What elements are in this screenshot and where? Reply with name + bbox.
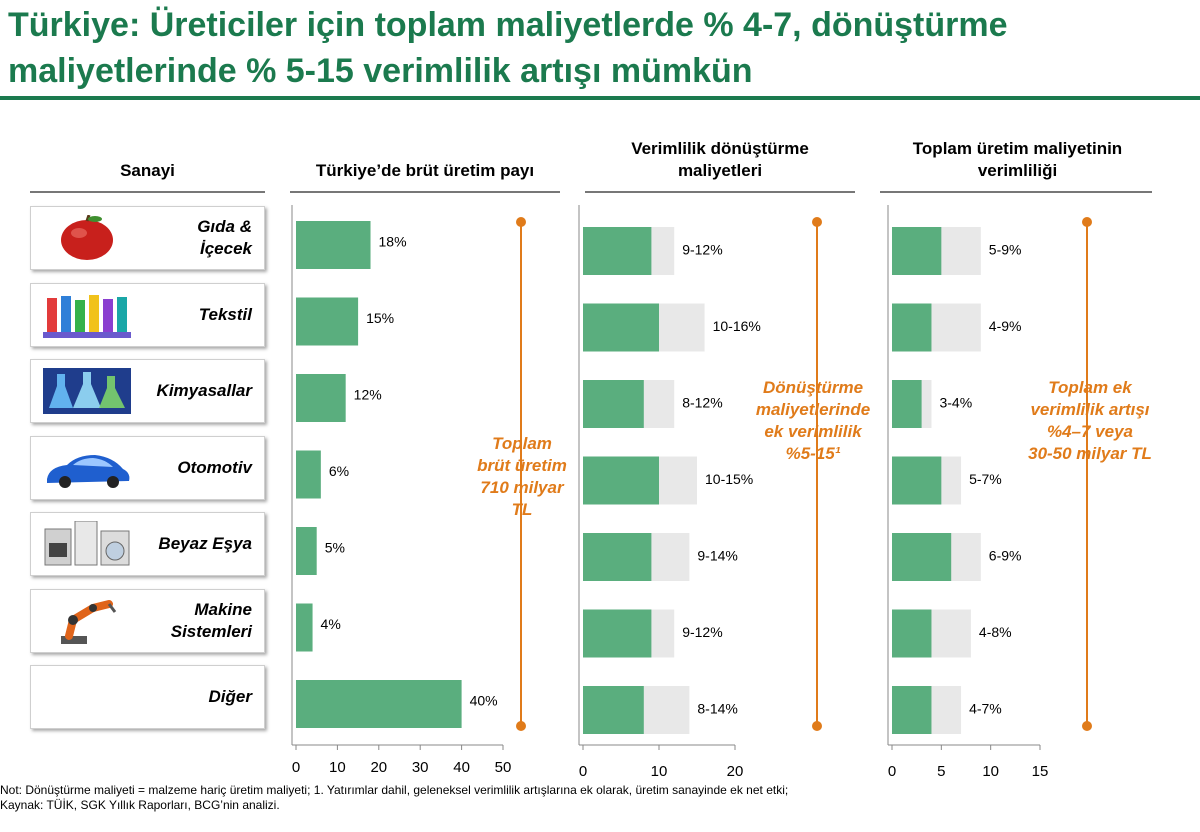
title-divider [0, 96, 1200, 100]
industry-label: Makine Sistemleri [170, 599, 252, 641]
bar [583, 609, 652, 658]
bar-value-label: 4-7% [969, 701, 1002, 717]
bar [892, 609, 932, 658]
bar [583, 380, 644, 428]
industry-label: Otomotiv [177, 457, 252, 477]
apple-icon [61, 215, 113, 260]
bar [583, 533, 652, 581]
x-tick-label: 40 [453, 759, 470, 776]
page-title: Türkiye: Üreticiler için toplam maliyetl… [8, 6, 1008, 90]
header-total: Toplam üretim maliyetinin verimliliği [912, 139, 1123, 180]
bar-value-label: 3-4% [939, 395, 972, 411]
bracket-total-gross-dot-top [516, 217, 526, 227]
header-total-rule [880, 191, 1152, 193]
industry-row: Kimyasallar [30, 359, 265, 423]
x-tick-label: 10 [651, 763, 668, 780]
bar-value-label: 18% [379, 234, 407, 250]
car-icon [47, 454, 130, 488]
bar-value-label: 5% [325, 540, 345, 556]
industry-label: Diğer [208, 687, 252, 706]
x-tick-label: 0 [579, 763, 587, 780]
industry-row: Gıda & İçecek [30, 206, 265, 270]
industry-label: Gıda & İçecek [197, 217, 252, 258]
bar [296, 297, 359, 346]
bar [296, 603, 313, 652]
bracket-total-efficiency-dot-bottom [1082, 721, 1092, 731]
x-tick-label: 0 [292, 759, 300, 776]
bar-value-label: 6% [329, 463, 349, 479]
bracket-total-efficiency-dot-top [1082, 217, 1092, 227]
industry-row: Makine Sistemleri [30, 588, 265, 653]
bar-value-label: 9-12% [682, 242, 722, 258]
bar-value-label: 15% [366, 310, 394, 326]
bar-value-label: 9-14% [697, 548, 737, 564]
bar-value-label: 10-15% [705, 471, 753, 487]
bar-value-label: 9-12% [682, 624, 722, 640]
header-industry: Sanayi [120, 161, 175, 180]
bar [296, 221, 371, 269]
appliances-icon [44, 521, 130, 566]
bar [583, 686, 644, 734]
bar [296, 680, 462, 728]
x-tick-label: 5 [937, 763, 945, 780]
header-conversion: Verimlilik dönüştürme maliyetleri [631, 139, 809, 180]
industry-label: Tekstil [198, 304, 252, 324]
bar [296, 374, 346, 422]
annotation-total-efficiency: Toplam ek verimlilik artışı %4–7 veya 30… [1028, 378, 1152, 463]
bracket-conversion-dot-top [812, 217, 822, 227]
bar-value-label: 40% [470, 693, 498, 709]
annotation-conversion: Dönüştürme maliyetlerinde ek verimlilik … [755, 378, 871, 463]
bar-value-label: 12% [354, 387, 382, 403]
industry-row: Tekstil [30, 282, 265, 347]
bar-value-label: 4-9% [989, 318, 1022, 334]
industry-row: Beyaz Eşya [30, 512, 265, 576]
header-industry-rule [30, 191, 265, 193]
header-conversion-rule [585, 191, 855, 193]
bar [892, 456, 942, 505]
bar [296, 450, 321, 499]
bar [583, 456, 659, 505]
bar-value-label: 8-12% [682, 395, 722, 411]
bar [296, 527, 317, 575]
industry-row: Diğer [30, 665, 265, 729]
robot-arm-icon [61, 599, 117, 644]
bar-value-label: 4% [321, 616, 341, 632]
bar [892, 380, 922, 428]
x-tick-label: 10 [329, 759, 346, 776]
x-tick-label: 20 [727, 763, 744, 780]
source-note: Kaynak: TÜİK, SGK Yıllık Raporları, BCG’… [0, 798, 280, 812]
bar [892, 303, 932, 352]
bar [892, 533, 952, 581]
industry-label: Kimyasallar [156, 381, 252, 400]
bar-value-label: 6-9% [989, 548, 1022, 564]
yarn-spools-icon [43, 294, 131, 338]
bar [583, 303, 659, 352]
bar [892, 686, 932, 734]
header-share-rule [290, 191, 560, 193]
bracket-total-gross-dot-bottom [516, 721, 526, 731]
x-tick-label: 50 [495, 759, 512, 776]
x-tick-label: 30 [412, 759, 429, 776]
bar-value-label: 5-9% [989, 242, 1022, 258]
bracket-conversion-dot-bottom [812, 721, 822, 731]
x-tick-label: 0 [888, 763, 896, 780]
industry-row: Otomotiv [30, 435, 265, 500]
bar-value-label: 4-8% [979, 624, 1012, 640]
header-share: Türkiye’de brüt üretim payı [315, 161, 535, 180]
x-tick-label: 20 [370, 759, 387, 776]
bar-value-label: 8-14% [697, 701, 737, 717]
annotation-total-gross: Toplam brüt üretim 710 milyar TL [477, 434, 567, 519]
bar [892, 227, 942, 275]
footnote: Not: Dönüştürme maliyeti = malzeme hariç… [0, 783, 789, 797]
x-tick-label: 15 [1032, 763, 1049, 780]
bar-value-label: 5-7% [969, 471, 1002, 487]
x-tick-label: 10 [982, 763, 999, 780]
industry-label: Beyaz Eşya [158, 534, 252, 553]
lab-flasks-icon [43, 368, 131, 414]
bar [583, 227, 652, 275]
bar-value-label: 10-16% [713, 318, 761, 334]
